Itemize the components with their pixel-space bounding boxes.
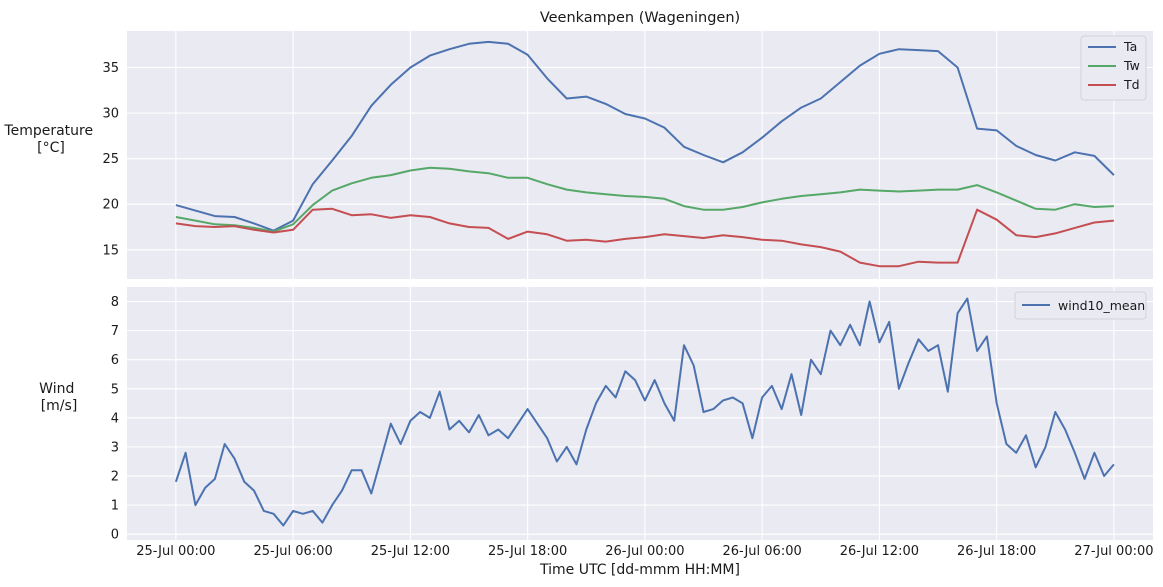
figure-title: Veenkampen (Wageningen) [540,10,740,26]
temperature-panel: 15 20 25 30 35 Temperature [°C] Ta Tw Td [3,31,1153,279]
x-tick-label: 25-Jul 00:00 [136,544,215,559]
wind-legend: wind10_mean [1014,291,1147,320]
temperature-ylabel-line2: [°C] [37,140,65,156]
wind-y-tick-label: 4 [111,411,119,426]
temperature-y-tick-label: 20 [102,198,119,213]
wind-series-lines [174,297,1115,527]
x-tick-label: 25-Jul 12:00 [371,544,450,559]
x-tick-label: 26-Jul 18:00 [957,544,1036,559]
x-tick-label: 26-Jul 12:00 [840,544,919,559]
wind-x-gridlines [175,287,1115,540]
wind-plot-area [127,287,1153,540]
temperature-ylabel-line1: Temperature [3,123,93,139]
x-tick-label: 25-Jul 18:00 [488,544,567,559]
wind-y-tick-label: 3 [111,440,119,455]
wind-y-tick-label: 5 [111,382,119,397]
x-axis-label: Time UTC [dd-mmm HH:MM] [539,562,740,578]
temperature-y-tick-labels: 15 20 25 30 35 [102,61,119,258]
temperature-y-gridlines [127,66,1153,251]
legend-label-ta: Ta [1123,39,1137,54]
wind-y-tick-label: 6 [111,353,119,368]
x-tick-label: 26-Jul 00:00 [605,544,684,559]
temperature-plot-area [127,31,1153,279]
x-tick-label: 27-Jul 00:00 [1074,544,1153,559]
temperature-y-tick-label: 15 [102,243,119,258]
temperature-legend: Ta Tw Td [1080,35,1147,101]
wind-ylabel-line1: Wind [39,381,74,397]
series-line-td [175,207,1114,268]
wind-ylabel-line2: [m/s] [41,398,78,414]
temperature-y-tick-label: 30 [102,107,119,122]
wind-y-tick-label: 7 [111,324,119,339]
wind-y-tick-labels: 0 1 2 3 4 5 6 7 8 [111,295,119,543]
wind-y-tick-label: 2 [111,470,119,485]
wind-panel: 0 1 2 3 4 5 6 7 8 Wind [m/s] wind10_mean [39,287,1153,543]
wind-y-tick-label: 8 [111,295,119,310]
temperature-y-tick-label: 35 [102,61,119,76]
x-tick-label: 25-Jul 06:00 [253,544,332,559]
legend-label-tw: Tw [1123,58,1140,73]
wind-y-tick-label: 0 [111,528,119,543]
wind-y-tick-label: 1 [111,499,119,514]
series-line-ta [175,40,1115,232]
series-line-tw [175,166,1114,233]
legend-label-wind: wind10_mean [1058,298,1145,313]
temperature-ylabel: Temperature [°C] [3,123,97,156]
x-tick-labels: 25-Jul 00:00 25-Jul 06:00 25-Jul 12:00 25-J… [136,544,1153,559]
temperature-series-lines [175,40,1115,268]
wind-ylabel: Wind [m/s] [39,381,79,414]
legend-label-td: Td [1123,77,1140,92]
wind-y-gridlines [127,300,1153,535]
series-line-wind10-mean [174,297,1115,527]
wind-legend-frame [1014,291,1147,320]
temperature-y-tick-label: 25 [102,152,119,167]
x-tick-label: 26-Jul 06:00 [723,544,802,559]
